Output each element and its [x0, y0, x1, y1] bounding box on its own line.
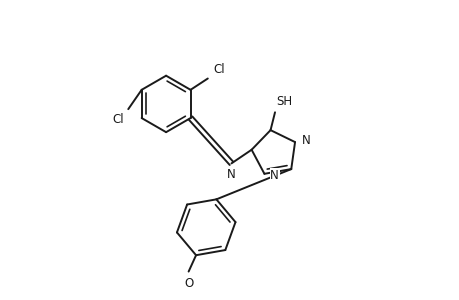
Text: Cl: Cl [112, 113, 123, 126]
Text: N: N [270, 169, 279, 182]
Text: N: N [301, 134, 310, 147]
Text: Cl: Cl [213, 63, 224, 76]
Text: O: O [184, 277, 193, 290]
Text: SH: SH [276, 95, 292, 108]
Text: N: N [226, 168, 235, 181]
